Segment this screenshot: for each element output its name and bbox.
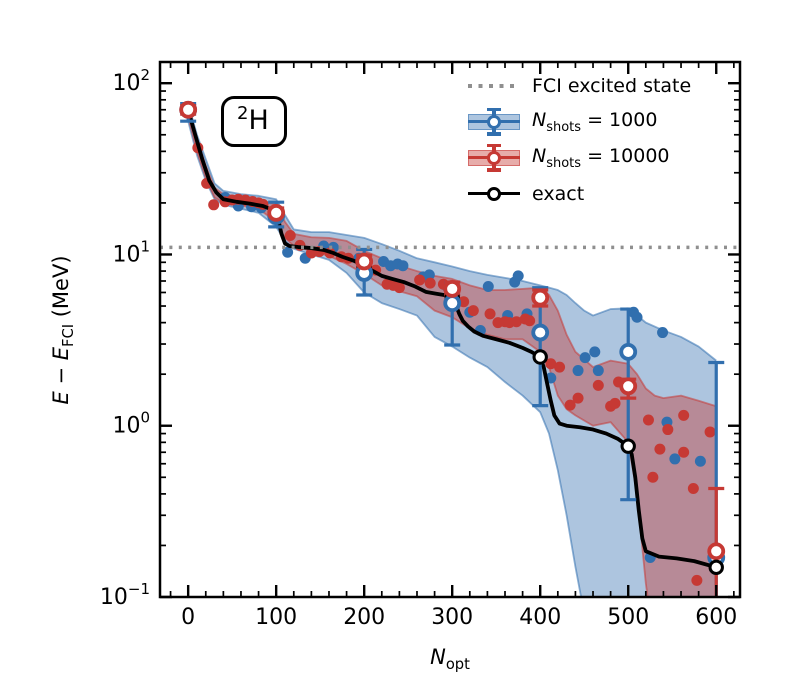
isotope-mass-number: 2 xyxy=(237,103,249,124)
red-scatter-point xyxy=(572,392,584,404)
blue-scatter-point xyxy=(589,346,601,358)
y-axis-label-minus: − xyxy=(49,360,73,392)
blue-band-marker-swatch-icon xyxy=(468,107,520,136)
blue-scatter-point xyxy=(282,246,294,258)
red-scatter-point xyxy=(662,424,674,436)
red-marker xyxy=(179,100,198,119)
red-scatter-point xyxy=(393,282,405,294)
blue-scatter-point xyxy=(579,352,591,364)
blue-scatter-point xyxy=(631,311,643,323)
red-scatter-point xyxy=(554,361,566,373)
x-tick-label: 400 xyxy=(519,605,561,630)
blue-scatter-point xyxy=(423,269,435,281)
red-scatter-point xyxy=(654,443,666,455)
legend-label-exact: exact xyxy=(532,182,585,205)
red-scatter-point xyxy=(545,358,557,370)
red-scatter-point xyxy=(678,446,690,458)
x-tick-label: 500 xyxy=(607,605,649,630)
x-axis-label-sub: opt xyxy=(445,656,470,674)
red-scatter-point xyxy=(467,305,479,317)
exact-marker xyxy=(532,349,548,365)
red-marker xyxy=(443,279,462,298)
legend-item-fci: FCI excited state xyxy=(468,70,691,101)
isotope-annotation: 2H xyxy=(221,96,287,147)
black-line-marker-swatch-icon xyxy=(468,180,520,208)
blue-band-upper-edge xyxy=(187,103,717,362)
legend-item-nshots-1000: Nshots = 1000 xyxy=(468,106,691,137)
y-axis-label-sub: FCI xyxy=(60,323,78,347)
red-marker xyxy=(619,377,638,396)
x-tick-label: 0 xyxy=(181,605,195,630)
blue-scatter-point xyxy=(512,270,524,282)
blue-scatter-point xyxy=(592,365,604,377)
y-axis-label-E2: E xyxy=(49,347,73,361)
y-tick-label: 102 xyxy=(112,66,150,96)
red-scatter-point xyxy=(414,274,426,286)
red-scatter-point xyxy=(510,316,522,328)
red-marker xyxy=(707,542,726,561)
legend-item-nshots-10000: Nshots = 10000 xyxy=(468,142,691,173)
legend-label-nshots-1000: Nshots = 1000 xyxy=(532,108,658,135)
blue-scatter-point xyxy=(572,365,584,377)
x-axis-label: Nopt xyxy=(380,645,520,673)
blue-scatter-point xyxy=(657,327,669,339)
blue-scatter-point xyxy=(482,281,494,293)
red-marker xyxy=(355,252,374,271)
red-scatter-point xyxy=(609,397,621,409)
exact-marker xyxy=(708,559,724,576)
legend-label-nshots-10000: Nshots = 10000 xyxy=(532,144,670,171)
red-band xyxy=(188,106,717,597)
legend-item-exact: exact xyxy=(468,178,691,209)
isotope-symbol: H xyxy=(248,105,269,136)
blue-scatter-point xyxy=(397,260,409,272)
x-axis-label-N: N xyxy=(430,645,446,669)
x-tick-label: 600 xyxy=(695,605,737,630)
red-scatter-point xyxy=(704,426,716,438)
red-scatter-point xyxy=(564,399,576,411)
blue-scatter-point xyxy=(669,453,681,465)
x-tick-label: 100 xyxy=(255,605,297,630)
blue-marker xyxy=(619,342,638,361)
red-scatter-point xyxy=(592,379,604,391)
red-scatter-point xyxy=(524,315,536,327)
red-scatter-point xyxy=(484,308,496,320)
red-scatter-point xyxy=(284,230,296,242)
y-tick-label: 10−1 xyxy=(100,580,150,610)
red-scatter-point xyxy=(678,409,690,421)
legend-label-fci: FCI excited state xyxy=(532,74,692,97)
plot-area xyxy=(179,100,726,597)
x-tick-label: 200 xyxy=(343,605,385,630)
red-scatter-point xyxy=(424,277,436,289)
red-scatter-point xyxy=(691,574,703,586)
y-tick-label: 101 xyxy=(112,237,150,267)
y-axis-label-unit: (MeV) xyxy=(49,255,73,324)
red-scatter-point xyxy=(642,414,654,426)
red-marker xyxy=(531,288,550,307)
legend: FCI excited state Nshots = 1000 Nshots =… xyxy=(468,70,691,209)
red-marker xyxy=(267,203,286,222)
red-scatter-point xyxy=(208,199,220,211)
y-axis-label: E − EFCI (MeV) xyxy=(49,205,77,455)
red-scatter-point xyxy=(647,471,659,483)
dotted-line-swatch-icon xyxy=(468,83,520,88)
y-tick-label: 100 xyxy=(112,409,150,439)
red-scatter-point xyxy=(687,483,699,495)
blue-marker xyxy=(531,323,550,342)
x-tick-label: 300 xyxy=(431,605,473,630)
red-band-marker-swatch-icon xyxy=(468,143,520,172)
blue-scatter-point xyxy=(694,455,706,467)
blue-band xyxy=(188,103,717,597)
y-axis-label-E: E xyxy=(49,391,73,405)
blue-marker xyxy=(443,294,462,313)
axes-frame xyxy=(158,60,742,599)
exact-marker xyxy=(620,438,636,454)
